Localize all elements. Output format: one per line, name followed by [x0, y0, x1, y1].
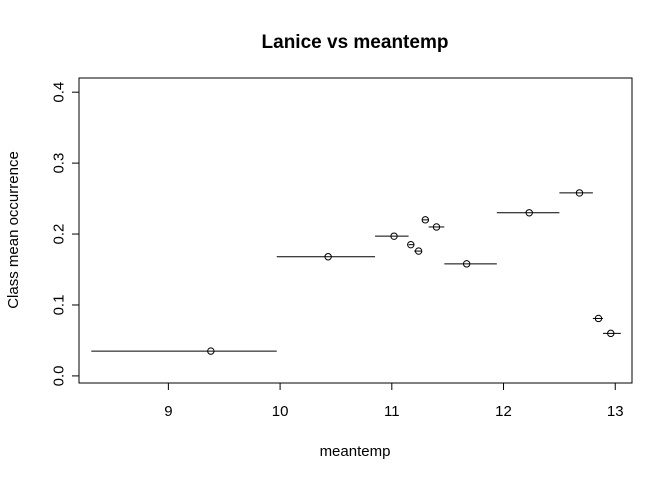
x-tick-label: 9 — [164, 403, 172, 420]
data-point — [324, 253, 332, 261]
data-point — [407, 240, 415, 249]
data-point — [390, 232, 398, 240]
x-tick-label: 13 — [607, 403, 624, 420]
x-axis: 9 10 11 12 13 — [164, 382, 624, 420]
y-axis-label: Class mean occurrence — [5, 151, 22, 309]
data-point — [525, 209, 533, 217]
data-point — [575, 189, 584, 197]
data-point — [462, 260, 471, 268]
data-point — [607, 329, 615, 338]
data-series — [91, 189, 621, 355]
y-tick-label: 0.3 — [51, 153, 68, 174]
x-tick-label: 12 — [495, 403, 512, 420]
chart-title: Lanice vs meantemp — [262, 32, 449, 53]
y-tick-label: 0.2 — [51, 224, 68, 245]
y-tick-label: 0.4 — [51, 82, 68, 103]
data-point — [421, 216, 430, 224]
x-tick-label: 11 — [384, 403, 400, 420]
data-point — [594, 314, 603, 323]
plot-frame — [78, 77, 633, 384]
data-point — [414, 247, 423, 255]
y-tick-label: 0.1 — [51, 295, 68, 316]
data-point — [432, 223, 441, 231]
x-tick-label: 10 — [272, 403, 289, 420]
x-axis-label: meantemp — [320, 443, 391, 460]
y-tick-label: 0.0 — [51, 365, 68, 386]
y-axis: 0.0 0.1 0.2 0.3 0.4 — [51, 82, 80, 386]
data-point — [207, 347, 215, 355]
